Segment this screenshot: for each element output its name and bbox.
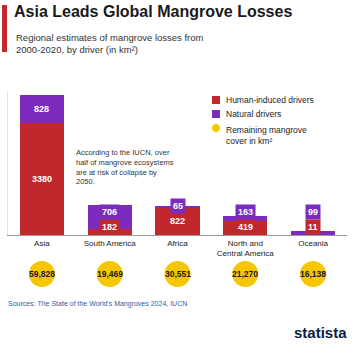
svg-text:21,270: 21,270 <box>232 269 258 279</box>
svg-text:Human-induced drivers: Human-induced drivers <box>226 95 314 105</box>
svg-text:65: 65 <box>173 201 183 211</box>
svg-text:419: 419 <box>238 222 253 232</box>
svg-text:According to the IUCN, overhal: According to the IUCN, overhalf of mangr… <box>76 148 174 186</box>
svg-text:3380: 3380 <box>32 174 52 184</box>
svg-text:Remaining mangrovecover in km²: Remaining mangrovecover in km² <box>226 125 307 146</box>
svg-text:Sources: The State of the Worl: Sources: The State of the World's Mangro… <box>8 300 187 308</box>
svg-text:59,828: 59,828 <box>29 269 55 279</box>
svg-text:30,551: 30,551 <box>165 269 191 279</box>
svg-text:706: 706 <box>102 207 117 217</box>
svg-text:828: 828 <box>34 104 49 114</box>
svg-text:19,469: 19,469 <box>97 269 123 279</box>
svg-text:statista: statista <box>294 324 347 341</box>
svg-text:16,138: 16,138 <box>300 269 326 279</box>
svg-text:Natural drivers: Natural drivers <box>226 109 281 119</box>
svg-text:99: 99 <box>308 207 318 217</box>
svg-text:Regional estimates of mangrove: Regional estimates of mangrove losses fr… <box>16 32 204 55</box>
svg-text:Oceania: Oceania <box>298 239 328 248</box>
svg-text:North andCentral America: North andCentral America <box>217 239 274 258</box>
svg-text:822: 822 <box>170 216 185 226</box>
svg-text:South America: South America <box>84 239 137 248</box>
svg-text:163: 163 <box>238 207 253 217</box>
svg-text:11: 11 <box>308 222 318 232</box>
svg-text:Africa: Africa <box>167 239 188 248</box>
svg-text:182: 182 <box>102 222 117 232</box>
svg-text:Asia Leads Global Mangrove Los: Asia Leads Global Mangrove Losses <box>14 3 292 20</box>
svg-text:Asia: Asia <box>34 239 50 248</box>
